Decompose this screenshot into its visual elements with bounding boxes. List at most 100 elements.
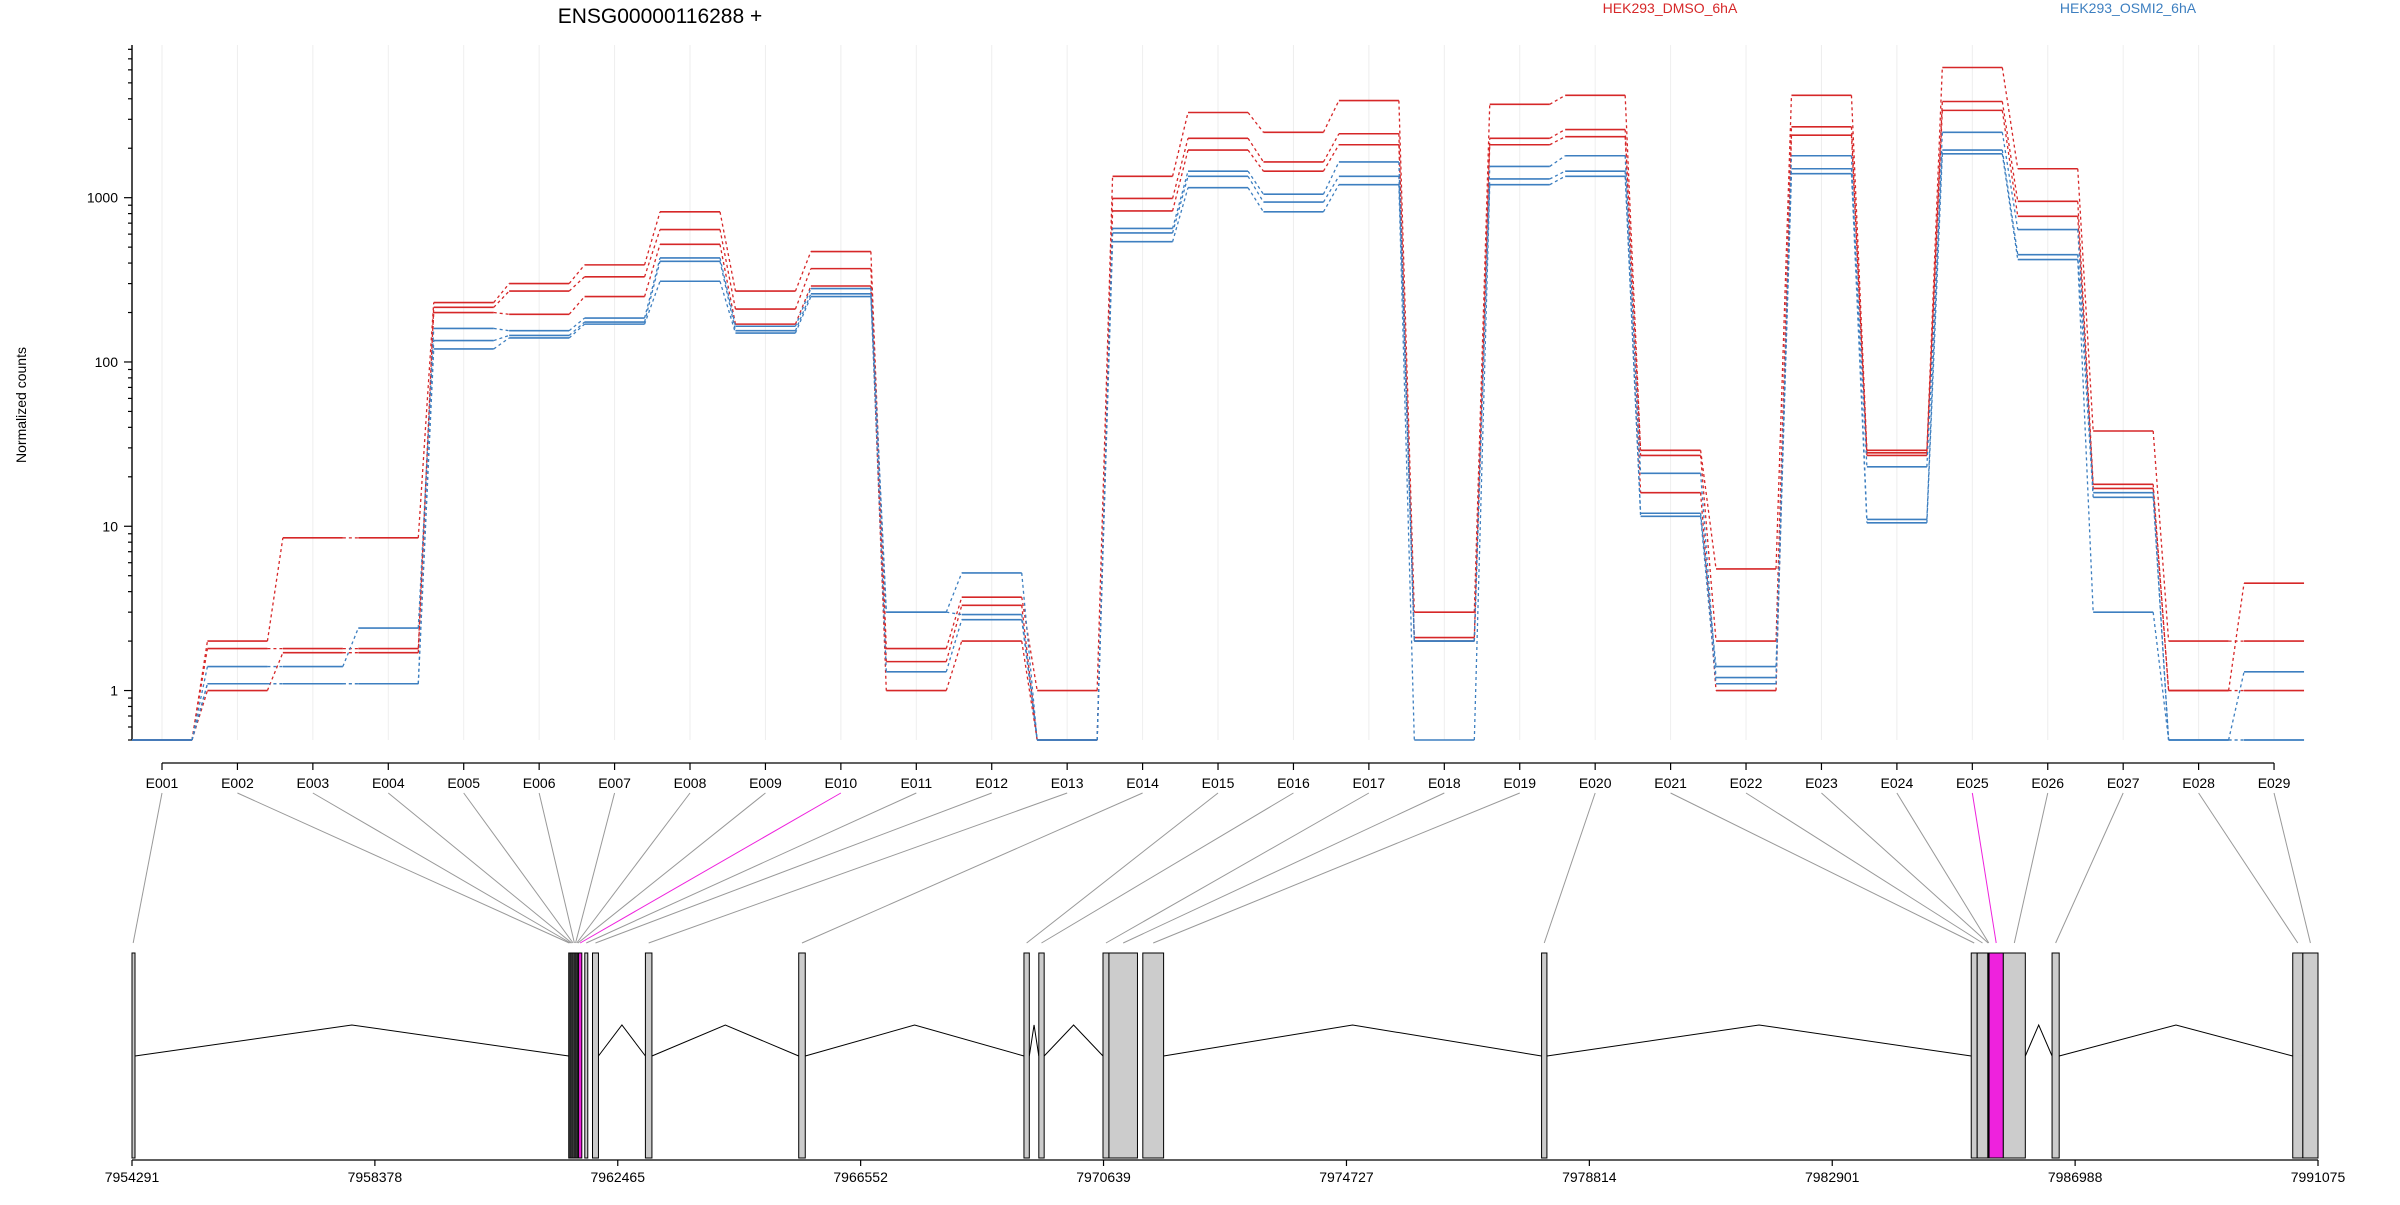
- series-connector: [2077, 201, 2094, 485]
- x-tick-label: E025: [1956, 775, 1989, 791]
- intron-line: [805, 1024, 1025, 1057]
- exon-connector: [577, 792, 766, 944]
- series-connector: [870, 296, 887, 672]
- series-connector: [794, 293, 812, 331]
- coord-tick-label: 7974727: [1319, 1169, 1374, 1185]
- x-tick-label: E010: [825, 775, 858, 791]
- exon-connector: [575, 792, 616, 944]
- series-connector: [945, 572, 963, 613]
- series-connector: [1247, 112, 1264, 133]
- x-tick-label: E017: [1353, 775, 1386, 791]
- intron-line: [134, 1024, 569, 1057]
- x-tick-label: E006: [523, 775, 556, 791]
- exon-block: [1976, 952, 1989, 1159]
- series-connector: [1926, 67, 1943, 451]
- series-connector: [2152, 612, 2170, 741]
- exon-connector: [538, 792, 575, 944]
- series-connector: [493, 283, 510, 303]
- series-connector: [1549, 136, 1566, 146]
- x-tick-label: E013: [1051, 775, 1084, 791]
- series-connector: [946, 611, 962, 616]
- series-connector: [493, 334, 510, 342]
- exon-connector: [2013, 792, 2049, 944]
- exon-connector: [387, 792, 573, 944]
- series-connector: [1624, 176, 1642, 517]
- series-connector: [1699, 455, 1717, 642]
- series-connector: [1398, 161, 1415, 642]
- series-connector: [643, 281, 661, 325]
- series-connector: [493, 290, 510, 308]
- series-connector: [1549, 175, 1566, 186]
- series-connector: [2152, 484, 2170, 691]
- series-connector: [1247, 137, 1264, 163]
- exon-connector: [1745, 792, 1983, 944]
- intron-line: [651, 1024, 799, 1057]
- series-connector: [1247, 170, 1264, 195]
- x-tick-label: E023: [1805, 775, 1838, 791]
- x-tick-label: E007: [598, 775, 631, 791]
- exon-block: [584, 952, 589, 1159]
- series-connector: [1171, 138, 1189, 199]
- exon-block: [1038, 952, 1045, 1159]
- x-tick-label: E012: [975, 775, 1008, 791]
- series-connector: [2152, 430, 2170, 642]
- x-tick-label: E011: [900, 775, 932, 791]
- exon-connectors: [132, 792, 2311, 944]
- coord-tick-label: 7958378: [348, 1169, 403, 1185]
- exon-connector: [1670, 792, 1975, 944]
- series-connector: [719, 229, 737, 310]
- exon-block: [2302, 952, 2319, 1159]
- exon-connector: [586, 792, 917, 944]
- series-connector: [493, 327, 510, 332]
- series-connector: [191, 666, 209, 741]
- intron-line: [1028, 1024, 1040, 1057]
- series-connector: [493, 311, 510, 315]
- series-connector: [1021, 605, 1038, 741]
- series-connector: [1021, 597, 1038, 691]
- exon-connector: [1026, 792, 1219, 944]
- series-connector: [1021, 619, 1038, 741]
- exon-block: [798, 952, 806, 1159]
- series-connector: [2001, 67, 2019, 169]
- series-connector: [1021, 572, 1038, 741]
- series-connector: [1322, 133, 1340, 163]
- exon-connector: [2273, 792, 2311, 944]
- coord-tick-label: 7978814: [1562, 1169, 1617, 1185]
- exon-connector: [1896, 792, 1990, 944]
- x-tick-label: E020: [1579, 775, 1612, 791]
- exon-connector: [463, 792, 574, 944]
- series-connector: [1171, 149, 1189, 212]
- coord-tick-label: 7962465: [591, 1169, 646, 1185]
- series-connector: [1322, 144, 1340, 172]
- series-connector: [1850, 126, 1868, 453]
- exon-connector: [1041, 792, 1294, 944]
- series-connector: [1775, 173, 1793, 684]
- series-connector: [719, 244, 737, 325]
- series-connector: [1096, 228, 1114, 741]
- series-connector: [794, 268, 812, 310]
- x-tick-label: E004: [372, 775, 405, 791]
- x-tick-label: E018: [1428, 775, 1461, 791]
- x-tick-label: E029: [2258, 775, 2291, 791]
- series-connector: [794, 296, 812, 334]
- coord-tick-label: 7954291: [105, 1169, 160, 1185]
- series-connector: [719, 257, 737, 327]
- series-connector: [1398, 100, 1415, 613]
- series-connector: [1699, 513, 1717, 667]
- x-tick-label: E027: [2107, 775, 2140, 791]
- exon-connector: [576, 792, 691, 944]
- series-connector: [643, 229, 661, 277]
- series-connector: [1624, 129, 1642, 456]
- series-connector: [719, 211, 737, 292]
- x-tick-label: E022: [1730, 775, 1763, 791]
- x-tick-label: E003: [297, 775, 330, 791]
- legend-entry-osmi2: HEK293_OSMI2_6hA: [2060, 0, 2197, 16]
- series-connector: [1549, 170, 1566, 180]
- exon-block: [1541, 952, 1548, 1159]
- series-connector: [1624, 171, 1642, 514]
- coord-tick-label: 7970639: [1076, 1169, 1131, 1185]
- intron-line: [1163, 1024, 1542, 1057]
- exon-connector: [579, 792, 842, 944]
- series-connector: [1322, 175, 1340, 203]
- series-connector: [1171, 187, 1189, 242]
